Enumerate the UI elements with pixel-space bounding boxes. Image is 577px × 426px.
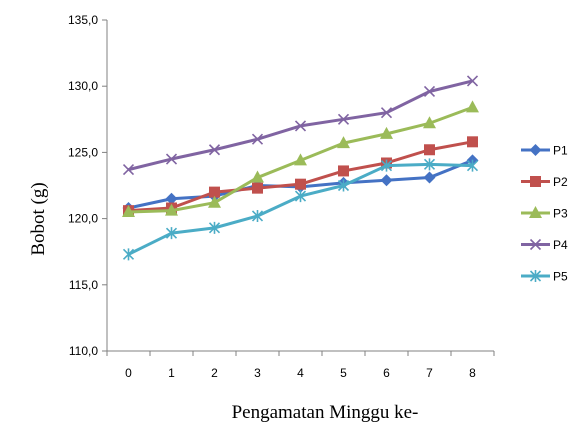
data-point-p4 [337,113,350,125]
data-point-p3 [251,170,264,183]
data-point-p2 [209,186,220,198]
legend-marker-p5 [529,270,542,282]
x-axis-title: Pengamatan Minggu ke- [232,402,419,423]
data-point-p2 [338,165,349,177]
x-axis-ticks: 0 1 2 3 4 5 6 7 8 [106,351,495,380]
data-point-p3 [122,204,135,217]
data-point-p4 [466,75,479,87]
data-point-p4 [294,120,307,132]
legend: P1 P2 P3 P4 P5 [521,144,568,284]
legend-label-p5: P5 [553,270,568,284]
legend-label-p1: P1 [553,144,568,158]
data-point-p5 [294,190,307,203]
data-point-p3 [423,116,436,129]
data-point-p5 [423,158,436,171]
legend-marker-p1 [529,144,542,156]
x-tick-label: 5 [340,366,347,380]
data-point-p3 [380,126,393,139]
data-point-p2 [424,144,435,156]
legend-marker-p3 [529,206,542,218]
data-point-p3 [337,136,350,149]
data-point-p5 [122,248,135,261]
y-tick-label: 130,0 [68,79,98,93]
data-point-p3 [466,100,479,113]
data-point-p4 [380,107,393,119]
x-tick-label: 4 [297,366,304,380]
series-group [122,75,479,261]
data-point-p2 [252,182,263,194]
data-point-p5 [380,159,393,172]
y-tick-label: 110,0 [69,344,98,358]
x-tick-label: 3 [254,366,261,380]
y-tick-label: 135,0 [68,13,98,27]
data-point-p5 [165,227,178,240]
data-point-p5 [466,159,479,172]
y-tick-label: 120,0 [68,212,98,226]
data-point-p5 [208,221,221,234]
data-point-p3 [165,203,178,216]
data-point-p2 [295,178,306,190]
legend-marker-p4 [529,238,542,251]
data-point-p3 [294,153,307,166]
y-tick-label: 115,0 [69,278,98,292]
data-point-p1 [380,174,393,187]
x-tick-label: 6 [383,366,390,380]
x-tick-label: 8 [469,366,476,380]
x-tick-label: 1 [168,366,175,380]
data-point-p1 [423,171,436,184]
data-point-p4 [423,85,436,98]
data-point-p5 [337,179,350,192]
y-axis-title: Bobot (g) [28,182,49,255]
data-point-p3 [208,195,221,208]
x-tick-label: 7 [426,366,433,380]
legend-label-p4: P4 [553,238,568,252]
y-tick-label: 125,0 [68,145,98,159]
x-tick-label: 2 [211,366,218,380]
y-axis-ticks: 110,0 115,0 120,0 125,0 130,0 135,0 [68,13,107,358]
data-point-p2 [467,136,478,148]
legend-label-p2: P2 [553,175,568,189]
x-tick-label: 0 [125,366,132,380]
legend-label-p3: P3 [553,207,568,221]
data-point-p4 [208,144,221,156]
data-point-p4 [165,153,178,165]
data-point-p1 [165,192,178,205]
axes [106,20,494,352]
data-point-p4 [122,164,135,176]
legend-marker-p2 [530,176,541,187]
data-point-p5 [251,209,264,222]
data-point-p4 [251,133,264,145]
